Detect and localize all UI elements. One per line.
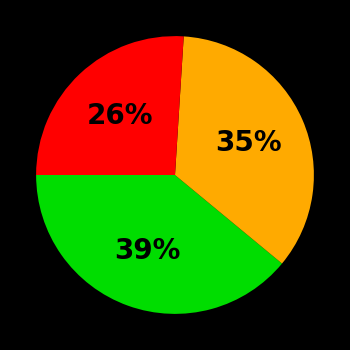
Wedge shape (36, 36, 184, 175)
Wedge shape (36, 175, 282, 314)
Text: 26%: 26% (86, 102, 153, 130)
Text: 39%: 39% (114, 237, 181, 265)
Text: 35%: 35% (216, 129, 282, 157)
Wedge shape (175, 36, 314, 264)
